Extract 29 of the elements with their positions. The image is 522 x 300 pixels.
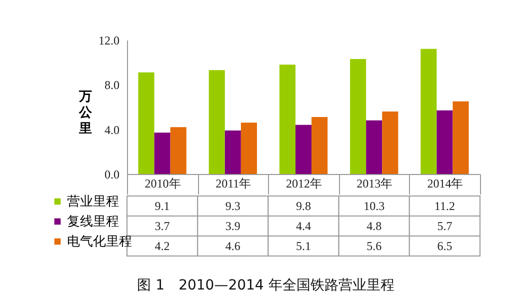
data-label: 5.7 (437, 219, 452, 233)
legend-label: 电气化里程 (67, 234, 132, 250)
x-tick-label: 2012年 (286, 176, 322, 190)
data-label: 10.3 (364, 199, 385, 213)
data-label: 4.2 (154, 239, 170, 253)
y-tick-label: 12.0 (98, 34, 120, 48)
legend-label: 复线里程 (67, 214, 119, 230)
data-label: 6.5 (437, 239, 452, 253)
text: 图 1 2010—2014 年全国铁路营业里程 (137, 278, 394, 294)
data-label: 4.8 (366, 219, 382, 233)
data-label: 3.7 (154, 219, 170, 233)
data-label: 4.4 (296, 219, 311, 233)
data-label: 9.3 (225, 199, 240, 213)
y-tick-label: 4.0 (104, 122, 120, 137)
x-tick-label: 2010年 (144, 176, 181, 190)
data-label: 3.9 (225, 219, 240, 233)
data-label: 5.1 (296, 239, 311, 253)
y-axis-title: 万公里 (78, 90, 93, 136)
data-label: 11.2 (434, 199, 455, 213)
data-label: 9.1 (154, 199, 170, 213)
legend-label: 营业里程 (67, 194, 119, 210)
x-tick-label: 2014年 (427, 176, 464, 190)
data-label: 9.8 (296, 199, 311, 213)
y-tick-label: 8.0 (104, 78, 120, 92)
x-tick-label: 2013年 (356, 176, 393, 190)
data-label: 4.6 (225, 239, 240, 253)
y-tick-label: 0.0 (104, 168, 120, 182)
data-label: 5.6 (366, 239, 382, 253)
x-tick-label: 2011年 (216, 176, 252, 190)
